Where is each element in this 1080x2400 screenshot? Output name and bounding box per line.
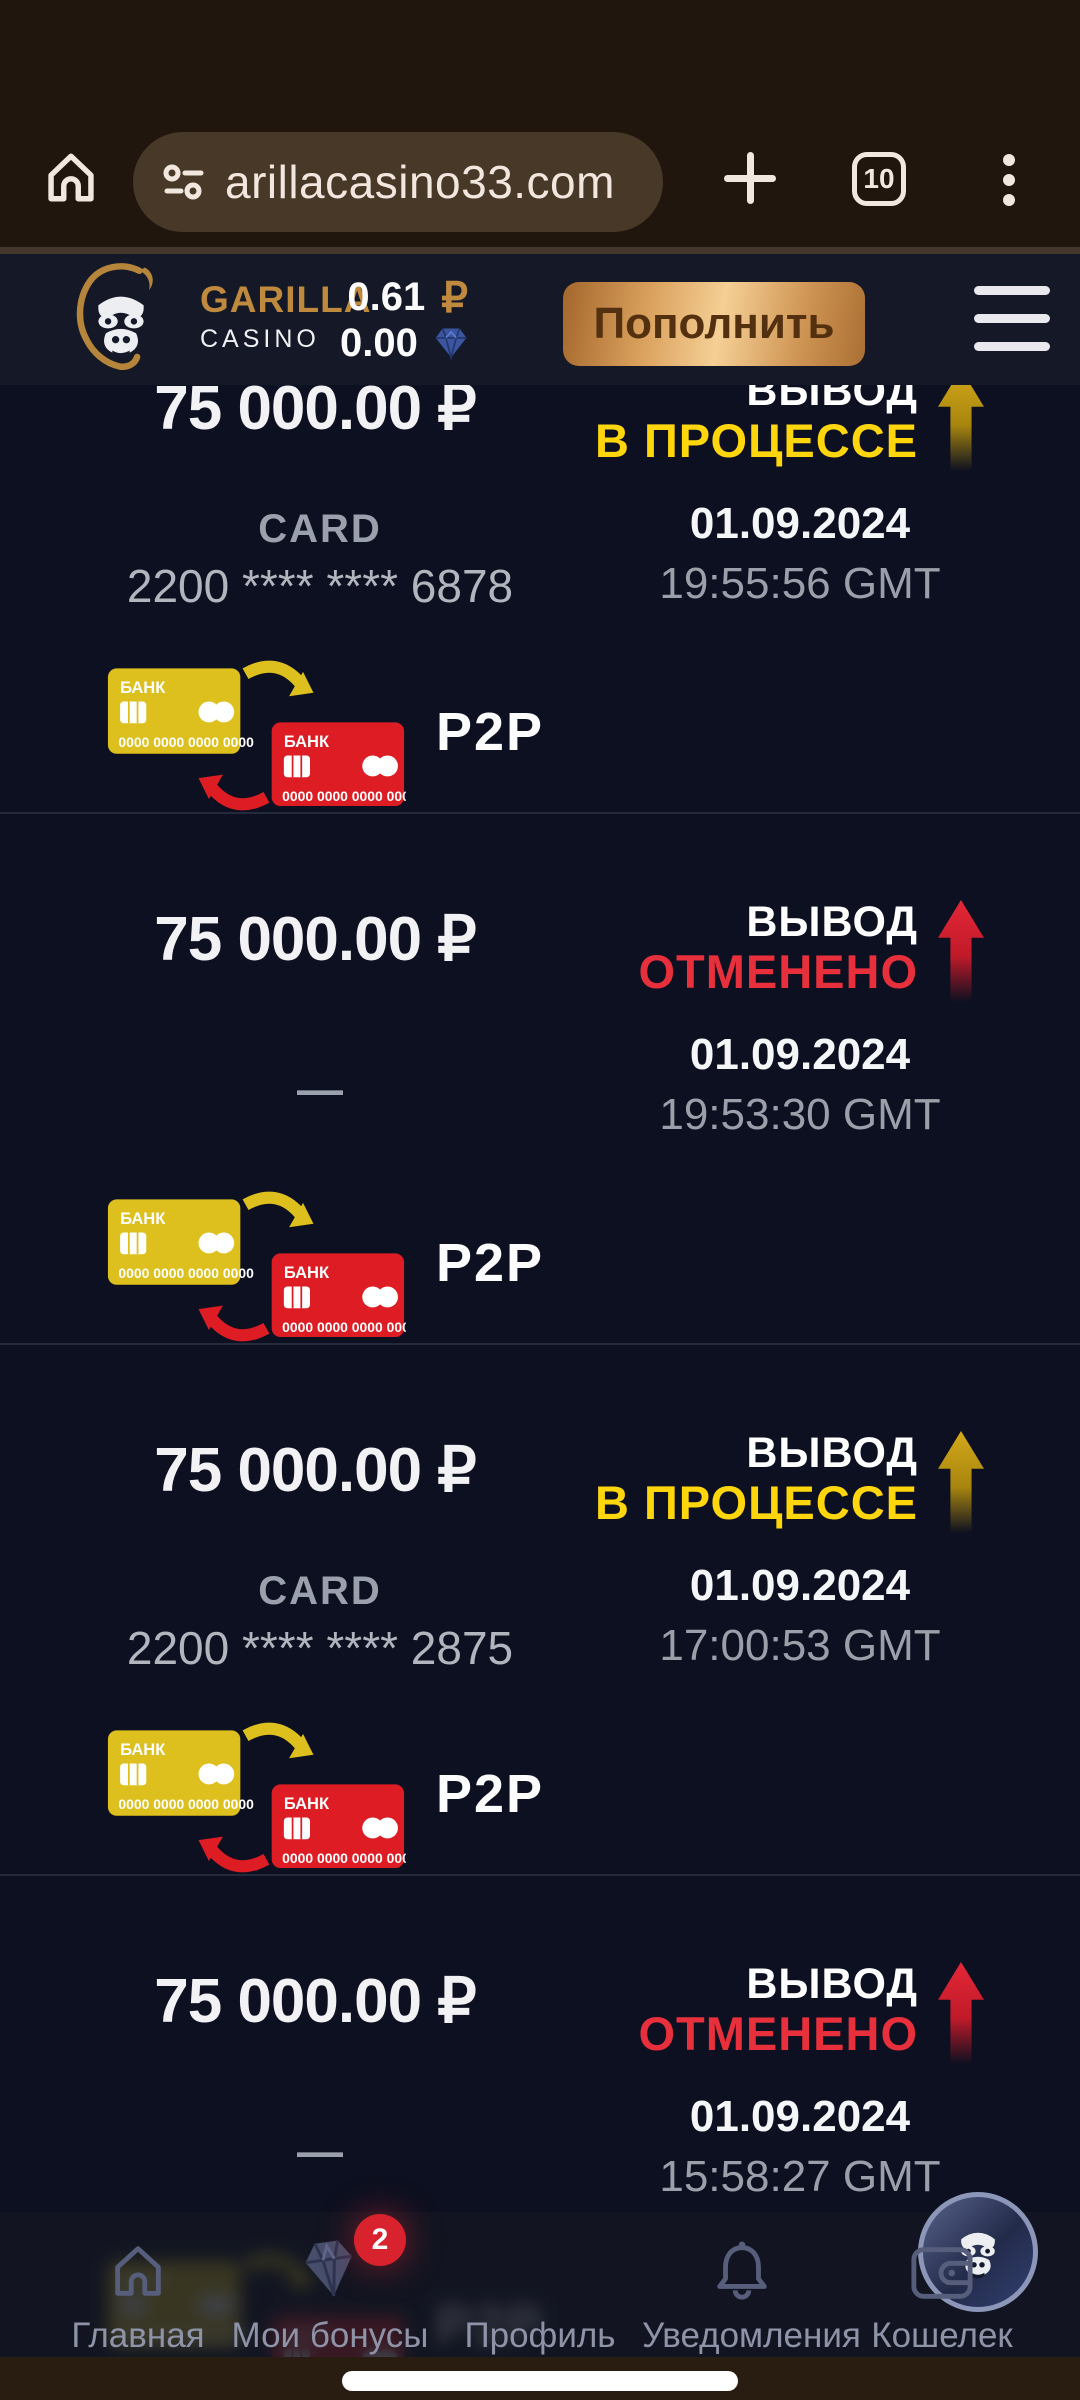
transaction-amount: 75 000.00 ₽ xyxy=(154,1967,477,2036)
payment-method: CARD 2200 **** **** 2875 xyxy=(40,1567,600,1673)
withdrawal-arrow-icon xyxy=(938,1962,984,2064)
transaction-row: 75 000.00 ₽ ВЫВОД В ПРОЦЕССЕ CARD 2200 *… xyxy=(0,385,1080,814)
nav-label: Мои бонусы xyxy=(231,2316,429,2355)
transaction-list[interactable]: 75 000.00 ₽ ВЫВОД В ПРОЦЕССЕ CARD 2200 *… xyxy=(0,385,1080,2400)
payment-method: — xyxy=(40,2098,600,2176)
balance-panel[interactable]: 0.61 ₽ 0.00 xyxy=(340,274,468,366)
browser-menu-button[interactable] xyxy=(1002,152,1016,208)
rub-balance: 0.61 xyxy=(347,274,426,319)
transaction-date: 01.09.2024 xyxy=(689,1561,911,1610)
site-header: GARILLA CASINO 0.61 ₽ 0.00 Пополнить xyxy=(0,254,1080,385)
status-value: В ПРОЦЕССЕ xyxy=(595,414,918,467)
url-text[interactable]: arillacasino33.com xyxy=(225,156,615,208)
bonus-badge: 2 xyxy=(354,2214,406,2266)
ruble-icon: ₽ xyxy=(441,273,468,321)
transaction-date: 01.09.2024 xyxy=(689,2092,911,2141)
transaction-row: 75 000.00 ₽ ВЫВОД В ПРОЦЕССЕ CARD 2200 *… xyxy=(0,1345,1080,1876)
transaction-datetime: 01.09.2024 19:55:56 GMT xyxy=(640,499,960,609)
transaction-amount: 75 000.00 ₽ xyxy=(154,385,477,443)
deposit-button[interactable]: Пополнить xyxy=(563,282,865,366)
transaction-time: 19:53:30 GMT xyxy=(659,1090,941,1139)
transaction-time: 15:58:27 GMT xyxy=(659,2152,941,2201)
bell-icon xyxy=(717,2241,767,2300)
transaction-time: 19:55:56 GMT xyxy=(659,559,941,608)
status-type: ВЫВОД xyxy=(746,385,918,415)
withdrawal-arrow-icon xyxy=(938,1431,984,1533)
gorilla-logo-icon xyxy=(76,263,153,370)
withdrawal-arrow-icon xyxy=(938,900,984,1002)
transaction-amount: 75 000.00 ₽ xyxy=(154,905,477,974)
method-value: — xyxy=(297,2125,343,2177)
home-icon xyxy=(48,153,94,202)
p2p-label: P2P xyxy=(436,702,545,762)
transaction-date: 01.09.2024 xyxy=(689,499,911,548)
nav-label: Кошелек xyxy=(871,2316,1013,2355)
new-tab-button[interactable] xyxy=(722,150,778,206)
p2p-cards-icon xyxy=(106,1713,406,1875)
p2p-label: P2P xyxy=(436,1233,545,1293)
method-value: 2200 **** **** 2875 xyxy=(126,1622,514,1674)
nav-label: Главная xyxy=(71,2316,205,2355)
payment-method: CARD 2200 **** **** 6878 xyxy=(40,505,600,611)
transaction-datetime: 01.09.2024 19:53:30 GMT xyxy=(640,1030,960,1140)
transaction-row: 75 000.00 ₽ ВЫВОД ОТМЕНЕНО — 01.09.2024 … xyxy=(0,814,1080,1345)
home-nav-icon xyxy=(115,2246,161,2296)
transaction-datetime: 01.09.2024 17:00:53 GMT xyxy=(640,1561,960,1671)
site-logo[interactable]: GARILLA CASINO xyxy=(56,260,371,372)
nav-item-bonuses[interactable]: 2 Мои бонусы xyxy=(230,2214,430,2356)
browser-edge-divider xyxy=(0,247,1080,254)
status-bar xyxy=(0,0,1080,130)
withdrawal-arrow-icon xyxy=(938,385,984,471)
status-value: ОТМЕНЕНО xyxy=(638,2007,918,2060)
transaction-date: 01.09.2024 xyxy=(689,1030,911,1079)
status-value: ОТМЕНЕНО xyxy=(638,945,918,998)
payment-system: P2P xyxy=(106,1182,544,1344)
nav-item-wallet[interactable]: Кошелек xyxy=(842,2236,1042,2356)
method-value: 2200 **** **** 6878 xyxy=(126,560,514,612)
logo-subtitle: CASINO xyxy=(200,324,320,353)
gesture-handle[interactable] xyxy=(342,2371,738,2391)
wallet-icon xyxy=(911,2247,973,2299)
status-type: ВЫВОД xyxy=(746,1960,918,2008)
status-type: ВЫВОД xyxy=(746,898,918,946)
logo-title: GARILLA xyxy=(200,278,372,320)
transaction-status: ВЫВОД В ПРОЦЕССЕ xyxy=(595,1429,984,1533)
payment-system: P2P xyxy=(106,1713,544,1875)
home-button[interactable] xyxy=(42,148,100,206)
transaction-datetime: 01.09.2024 15:58:27 GMT xyxy=(640,2092,960,2202)
bottom-nav: Главная 2 Мои бонусы xyxy=(0,2192,1080,2357)
nav-item-home[interactable]: Главная xyxy=(38,2236,238,2356)
transaction-time: 17:00:53 GMT xyxy=(659,1621,941,1670)
payment-system: P2P xyxy=(106,651,544,813)
transaction-amount: 75 000.00 ₽ xyxy=(154,1436,477,1505)
nav-label: Уведомления xyxy=(642,2316,861,2355)
status-type: ВЫВОД xyxy=(746,1429,918,1477)
method-value: — xyxy=(297,1063,343,1115)
nav-label: Профиль xyxy=(464,2316,616,2355)
site-settings-icon[interactable] xyxy=(163,160,207,204)
gesture-bar xyxy=(0,2357,1080,2400)
bonus-balance: 0.00 xyxy=(340,320,418,365)
tab-switcher-button[interactable]: 10 xyxy=(852,152,906,206)
transaction-status: ВЫВОД В ПРОЦЕССЕ xyxy=(595,385,984,471)
menu-button[interactable] xyxy=(974,286,1050,352)
nav-item-profile[interactable]: Профиль xyxy=(440,2192,1038,2356)
transaction-status: ВЫВОД ОТМЕНЕНО xyxy=(638,898,984,1002)
nav-item-notifications[interactable]: Уведомления xyxy=(642,2236,861,2356)
p2p-cards-icon xyxy=(106,651,406,813)
p2p-label: P2P xyxy=(436,1764,545,1824)
url-bar[interactable]: arillacasino33.com xyxy=(133,132,663,232)
transaction-status: ВЫВОД ОТМЕНЕНО xyxy=(638,1960,984,2064)
status-value: В ПРОЦЕССЕ xyxy=(595,1476,918,1529)
gem-icon xyxy=(305,2240,352,2297)
p2p-cards-icon xyxy=(106,1182,406,1344)
diamond-icon xyxy=(435,328,467,361)
payment-method: — xyxy=(40,1036,600,1114)
tab-count: 10 xyxy=(863,163,895,194)
method-label: CARD xyxy=(258,1569,382,1613)
method-label: CARD xyxy=(258,507,382,551)
browser-toolbar: arillacasino33.com 10 xyxy=(0,130,1080,247)
